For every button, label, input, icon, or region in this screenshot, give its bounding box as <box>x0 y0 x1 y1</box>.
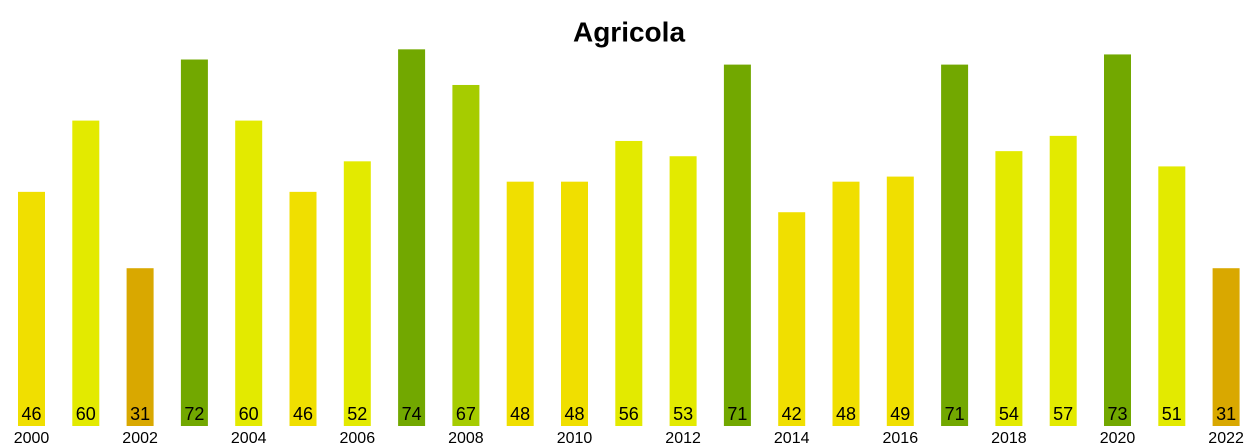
x-tick-label: 2016 <box>883 430 919 447</box>
x-tick-label: 2010 <box>557 430 593 447</box>
bar <box>1212 268 1240 426</box>
bar <box>343 161 371 426</box>
value-label: 57 <box>1053 404 1073 424</box>
value-label: 54 <box>999 404 1019 424</box>
x-tick-label: 2008 <box>448 430 484 447</box>
bar <box>561 181 588 426</box>
value-label: 56 <box>619 404 639 424</box>
x-tick-label: 2002 <box>122 430 158 447</box>
value-label: 31 <box>130 404 150 424</box>
x-tick-label: 2014 <box>774 430 810 447</box>
chart-title: Agricola <box>573 16 685 47</box>
value-label: 74 <box>402 404 422 424</box>
bar <box>1158 166 1186 426</box>
bar <box>452 84 480 426</box>
x-tick-label: 2018 <box>991 430 1027 447</box>
value-label: 48 <box>510 404 530 424</box>
value-label: 60 <box>239 404 259 424</box>
value-label: 51 <box>1162 404 1182 424</box>
bar <box>1104 54 1131 427</box>
x-tick-label: 2012 <box>665 430 701 447</box>
x-tick-label: 2020 <box>1100 430 1136 447</box>
value-label: 53 <box>673 404 693 424</box>
bar <box>506 181 534 426</box>
bar <box>126 268 154 426</box>
value-label: 71 <box>727 404 747 424</box>
value-label: 52 <box>347 404 367 424</box>
value-label: 49 <box>890 404 910 424</box>
x-tick-label: 2022 <box>1208 430 1244 447</box>
bar <box>886 176 914 426</box>
bar <box>18 191 45 426</box>
value-label: 46 <box>293 404 313 424</box>
bar <box>669 156 697 427</box>
bar <box>941 64 969 427</box>
value-label: 48 <box>564 404 584 424</box>
value-label: 67 <box>456 404 476 424</box>
bar <box>1049 135 1077 426</box>
value-label: 42 <box>782 404 802 424</box>
value-label: 31 <box>1216 404 1236 424</box>
value-label: 48 <box>836 404 856 424</box>
bar <box>995 151 1023 426</box>
bar <box>398 49 426 427</box>
bar <box>235 120 263 426</box>
value-label: 72 <box>184 404 204 424</box>
bar <box>778 212 806 426</box>
x-tick-label: 2004 <box>231 430 267 447</box>
bar <box>180 59 208 427</box>
x-tick-label: 2000 <box>14 430 50 447</box>
bar <box>615 140 643 426</box>
value-label: 60 <box>76 404 96 424</box>
bar <box>832 181 860 426</box>
x-tick-label: 2006 <box>340 430 376 447</box>
value-label: 46 <box>21 404 41 424</box>
value-label: 73 <box>1107 404 1127 424</box>
bar <box>289 191 317 426</box>
bar <box>723 64 751 427</box>
bar <box>72 120 100 426</box>
value-label: 71 <box>945 404 965 424</box>
